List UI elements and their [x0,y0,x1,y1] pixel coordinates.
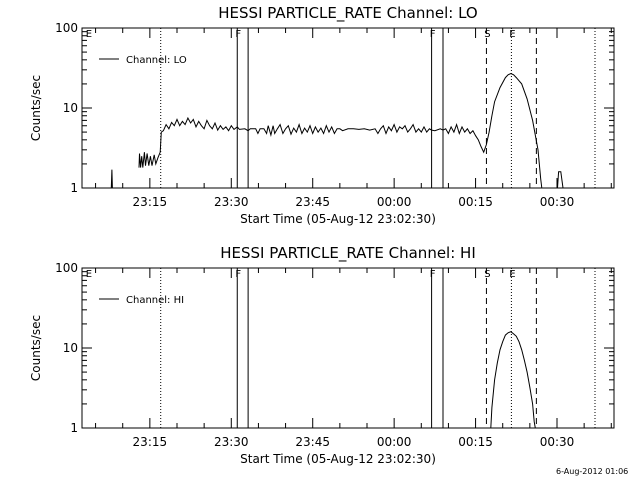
series-line [110,169,113,189]
flag-label: E [509,269,515,280]
flag-label: E [86,269,92,280]
chart-title: HESSI PARTICLE_RATE Channel: LO [218,4,477,23]
x-tick-label: 00:15 [458,435,493,449]
series-line [138,72,543,189]
chart-title: HESSI PARTICLE_RATE Channel: HI [220,244,476,263]
x-tick-label: 23:45 [295,435,330,449]
flag-label: E [509,29,515,40]
y-axis-label: Counts/sec [29,75,43,141]
flag-label: E [86,29,92,40]
x-axis-label: Start Time (05-Aug-12 23:02:30) [240,452,436,466]
x-tick-label: 23:30 [214,195,249,209]
flag-label: F [235,29,241,40]
y-tick-label: 1 [70,421,78,435]
y-tick-label: 10 [63,101,78,115]
y-tick-label: 1 [70,181,78,195]
x-tick-label: 00:30 [540,435,575,449]
series-line [490,331,536,429]
series-line [557,171,564,189]
y-tick-label: 100 [55,261,78,275]
legend-label: Channel: LO [126,55,187,66]
x-axis-label: Start Time (05-Aug-12 23:02:30) [240,212,436,226]
x-tick-label: 23:45 [295,195,330,209]
chart-panel-hi: HESSI PARTICLE_RATE Channel: HI 1 10 100 23:… [29,244,615,466]
x-tick-label: 23:30 [214,435,249,449]
x-tick-label: 00:30 [540,195,575,209]
x-tick-label: 00:00 [377,435,412,449]
y-tick-label: 100 [55,21,78,35]
y-tick-label: 10 [63,341,78,355]
x-tick-label: 23:15 [133,195,168,209]
x-tick-label: 00:15 [458,195,493,209]
y-axis-label: Counts/sec [29,315,43,381]
plot-frame [81,27,615,189]
date-stamp: 6-Aug-2012 01:06 [556,467,629,476]
flag-label: S [484,269,490,280]
flag-label: S [484,29,490,40]
legend-label: Channel: HI [126,295,184,306]
flag-label: F [235,269,241,280]
x-tick-label: 23:15 [133,435,168,449]
plot-frame [81,267,615,429]
chart-panel-lo: HESSI PARTICLE_RATE Channel: LO 1 10 100 23:… [29,4,615,226]
x-tick-label: 00:00 [377,195,412,209]
flag-label: F [430,29,436,40]
flag-label: F [430,269,436,280]
